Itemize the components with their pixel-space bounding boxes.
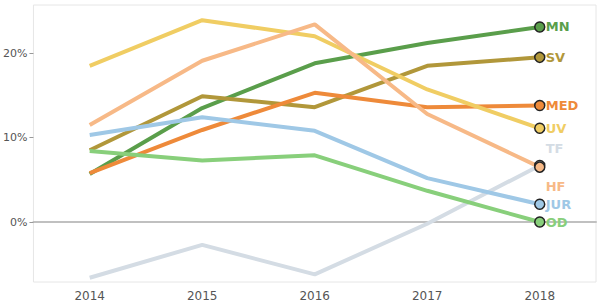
svg-text:2014: 2014 bbox=[74, 289, 105, 303]
svg-text:MED: MED bbox=[546, 98, 579, 113]
svg-text:2017: 2017 bbox=[412, 289, 443, 303]
svg-text:0%: 0% bbox=[10, 216, 27, 229]
svg-text:HF: HF bbox=[546, 179, 566, 194]
svg-text:20%: 20% bbox=[3, 47, 27, 60]
svg-text:MN: MN bbox=[546, 19, 570, 34]
svg-text:2018: 2018 bbox=[524, 289, 555, 303]
svg-text:UV: UV bbox=[546, 121, 567, 136]
svg-text:2016: 2016 bbox=[299, 289, 330, 303]
svg-text:2015: 2015 bbox=[187, 289, 218, 303]
svg-text:TF: TF bbox=[546, 141, 564, 156]
svg-text:OD: OD bbox=[546, 215, 568, 230]
svg-text:JUR: JUR bbox=[545, 197, 571, 212]
svg-text:10%: 10% bbox=[3, 131, 27, 144]
svg-text:SV: SV bbox=[546, 50, 565, 65]
